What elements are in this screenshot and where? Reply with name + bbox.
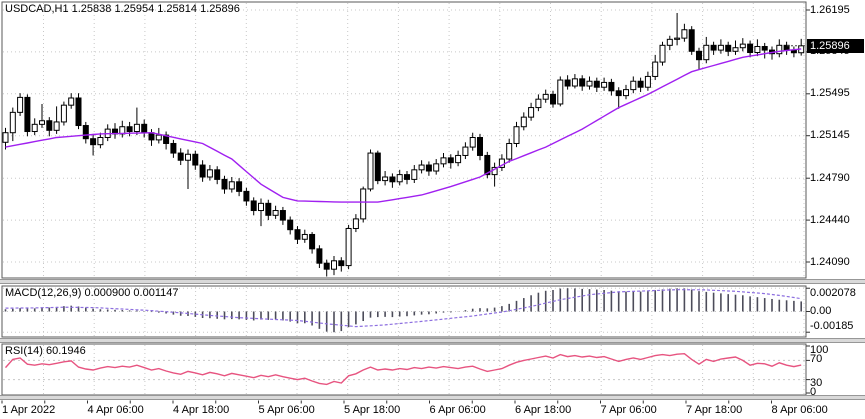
price-axis-label: 1.25145 <box>810 129 850 142</box>
chart-title: USDCAD,H1 1.25838 1.25954 1.25814 1.2589… <box>5 3 240 15</box>
time-axis-label: 4 Apr 18:00 <box>173 404 230 416</box>
price-axis[interactable] <box>806 2 865 395</box>
macd-rsi-splitter[interactable] <box>0 338 865 343</box>
macd-axis-label: 0.00 <box>810 304 832 317</box>
rsi-axis-label: 70 <box>810 353 823 365</box>
main-macd-splitter[interactable] <box>0 279 865 284</box>
price-axis-label: 1.24440 <box>810 213 850 226</box>
macd-axis-label: 0.002078 <box>810 287 856 299</box>
macd-axis-label: -0.00185 <box>810 320 854 332</box>
price-axis-label: 1.24090 <box>810 255 850 268</box>
rsi-axis-label: 0 <box>810 386 817 398</box>
time-axis-label: 7 Apr 18:00 <box>686 404 743 416</box>
time-axis-label: 7 Apr 06:00 <box>600 404 657 416</box>
price-axis-label: 1.25495 <box>810 87 850 100</box>
time-axis-label: 6 Apr 06:00 <box>429 404 486 416</box>
time-axis-label: 6 Apr 18:00 <box>515 404 572 416</box>
rsi-indicator-label: RSI(14) 60.1946 <box>5 345 86 357</box>
main-chart-panel[interactable] <box>2 2 806 278</box>
time-axis-label: 8 Apr 06:00 <box>771 404 828 416</box>
price-axis-label: 1.26195 <box>810 3 850 16</box>
price-axis-label: 1.24790 <box>810 171 850 184</box>
rsi-axis-label: 30 <box>810 377 823 389</box>
macd-indicator-label: MACD(12,26,9) 0.000900 0.001147 <box>5 287 179 299</box>
time-axis-label: 1 Apr 2022 <box>2 404 56 416</box>
time-axis-label: 5 Apr 18:00 <box>344 404 401 416</box>
current-price-badge: 1.25896 <box>807 39 864 53</box>
rsi-panel[interactable] <box>2 344 806 395</box>
time-axis-label: 4 Apr 06:00 <box>87 404 144 416</box>
time-axis-label: 5 Apr 06:00 <box>258 404 315 416</box>
rsi-axis-label: 100 <box>810 344 829 356</box>
rsi-timeaxis-splitter[interactable] <box>0 395 865 400</box>
